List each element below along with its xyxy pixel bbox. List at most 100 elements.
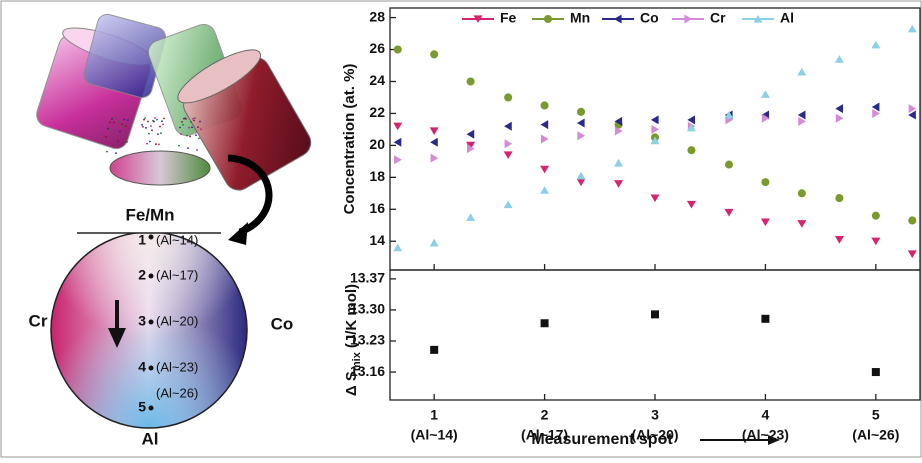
spot-number: 3 xyxy=(138,313,146,329)
particle xyxy=(162,124,164,126)
particle xyxy=(151,129,153,131)
particle xyxy=(193,120,195,122)
y-axis-title-part: (J/K mol) xyxy=(343,284,360,348)
y-tick-label: 24 xyxy=(369,72,385,88)
particle xyxy=(115,152,117,154)
particle xyxy=(197,126,199,128)
particle xyxy=(126,141,128,143)
spot-number: 1 xyxy=(138,232,146,248)
marker xyxy=(614,159,623,167)
particle xyxy=(124,117,126,119)
particle xyxy=(190,121,192,123)
substrate xyxy=(110,151,210,185)
marker xyxy=(835,194,843,202)
particle xyxy=(156,119,158,121)
particle xyxy=(123,119,125,121)
particle xyxy=(199,121,201,123)
y-tick-label: 22 xyxy=(369,104,385,120)
particle xyxy=(153,121,155,123)
marker xyxy=(871,41,880,49)
marker xyxy=(761,218,770,226)
particle xyxy=(146,143,148,145)
wafer xyxy=(51,232,247,428)
marker xyxy=(577,179,586,187)
particle xyxy=(191,126,193,128)
particle xyxy=(125,125,127,127)
marker xyxy=(430,138,438,147)
marker xyxy=(504,151,513,159)
marker xyxy=(504,122,512,131)
legend-label: Al xyxy=(780,10,794,26)
plots: 1416182022242628Concentration (at. %)FeM… xyxy=(341,8,920,448)
marker xyxy=(872,368,880,376)
y-tick-label: 14 xyxy=(369,232,385,248)
marker xyxy=(577,172,586,180)
legend-label: Cr xyxy=(710,10,726,26)
particle xyxy=(186,135,188,137)
marker xyxy=(761,90,770,98)
marker xyxy=(687,146,695,154)
x-tick-label: 1 xyxy=(430,407,438,423)
spot-number: 4 xyxy=(138,359,146,375)
particle xyxy=(143,119,145,121)
marker xyxy=(540,186,549,194)
spot-composition: (Al~23) xyxy=(156,359,198,374)
particle xyxy=(121,123,123,125)
figure: Fe/Mn Cr Co Al 1416182022242628Concentra… xyxy=(0,0,922,458)
y-tick-label: 28 xyxy=(369,8,385,24)
spot-composition: (Al~14) xyxy=(156,232,198,247)
particle xyxy=(154,117,156,119)
spot-number: 2 xyxy=(138,267,146,283)
marker xyxy=(504,200,513,208)
label-right: Co xyxy=(271,314,294,333)
marker xyxy=(651,115,659,124)
particle xyxy=(109,122,111,124)
particle xyxy=(155,143,157,145)
particle xyxy=(141,124,143,126)
spot-composition: (Al~20) xyxy=(156,313,198,328)
x-axis-title: Measurement spot xyxy=(531,431,673,448)
marker xyxy=(651,195,660,203)
particle xyxy=(144,117,146,119)
particle xyxy=(192,118,194,120)
marker xyxy=(835,104,843,113)
particle xyxy=(179,127,181,129)
particle xyxy=(188,127,190,129)
particle xyxy=(157,133,159,135)
spot-number: 5 xyxy=(138,399,146,415)
marker xyxy=(430,346,438,354)
particle xyxy=(120,117,122,119)
particle xyxy=(198,138,200,140)
marker xyxy=(761,178,769,186)
y-axis-title: Concentration (at. %) xyxy=(341,64,358,215)
marker xyxy=(430,50,438,58)
marker xyxy=(541,101,549,109)
particle xyxy=(161,120,163,122)
particle xyxy=(180,133,182,135)
marker xyxy=(651,125,659,134)
marker xyxy=(798,189,806,197)
particle xyxy=(108,139,110,141)
marker xyxy=(467,130,475,139)
spot-dot xyxy=(149,274,154,279)
marker xyxy=(724,209,733,217)
particle xyxy=(119,131,121,133)
particle xyxy=(194,117,196,119)
marker xyxy=(651,310,659,318)
spot-dot xyxy=(149,320,154,325)
particle xyxy=(107,128,109,130)
particle xyxy=(110,129,112,131)
label-top: Fe/Mn xyxy=(125,205,174,224)
particle xyxy=(181,121,183,123)
marker xyxy=(504,93,512,101)
y-tick-label: 16 xyxy=(369,200,385,216)
spot-composition: (Al~26) xyxy=(156,385,198,400)
marker xyxy=(431,154,439,163)
y-tick-label: 13.37 xyxy=(350,270,385,286)
particle xyxy=(160,132,162,134)
particle xyxy=(116,127,118,129)
marker xyxy=(725,161,733,169)
arrow-head xyxy=(228,222,248,245)
label-left: Cr xyxy=(29,311,48,330)
marker xyxy=(540,166,549,174)
